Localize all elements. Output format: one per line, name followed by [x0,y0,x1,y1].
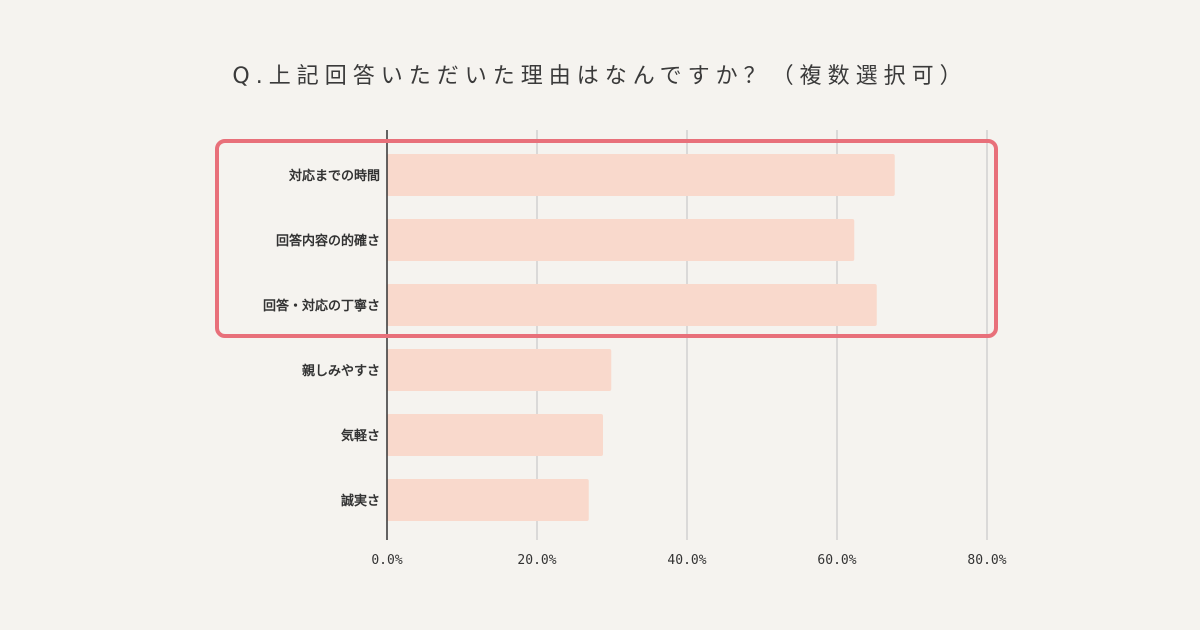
category-label: 誠実さ [341,493,380,509]
x-tick-label: 20.0% [517,553,556,568]
category-label: 回答内容の的確さ [276,233,380,249]
x-tick-label: 60.0% [817,553,856,568]
chart-title: Q.上記回答いただいた理由はなんですか？（複数選択可） [232,64,968,89]
bar [387,479,589,521]
tick-labels: 0.0% 20.0% 40.0% 60.0% 80.0% [371,553,1006,568]
x-tick-label: 40.0% [667,553,706,568]
highlight-box [215,139,998,338]
x-tick-label: 0.0% [371,553,402,568]
category-label: 気軽さ [341,428,380,444]
bar [387,154,895,196]
category-label: 回答・対応の丁寧さ [263,298,380,314]
bars [387,154,895,521]
bar [387,284,877,326]
bar [387,219,855,261]
x-tick-label: 80.0% [967,553,1006,568]
category-label: 対応までの時間 [288,168,380,184]
highlight-frame [215,139,998,338]
category-label: 親しみやすさ [302,363,380,379]
bar [387,414,603,456]
bar [387,349,612,391]
